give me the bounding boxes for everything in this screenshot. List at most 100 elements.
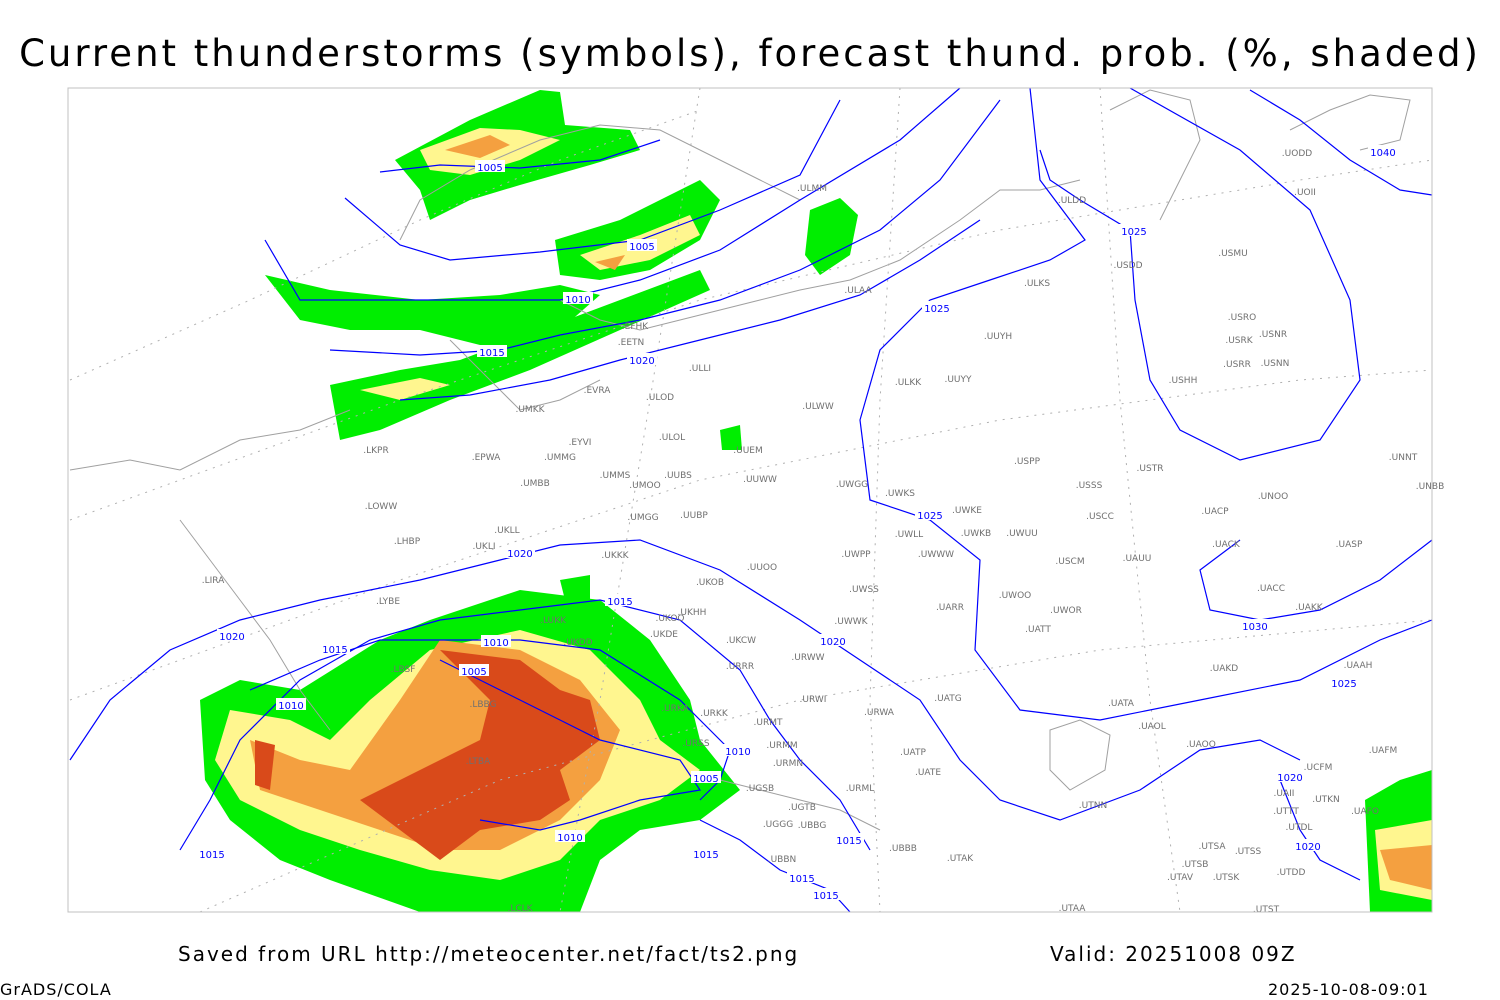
- isobar-label-bg: [1329, 676, 1359, 688]
- station-label: .UWWK: [834, 617, 868, 627]
- station-label: .ULKS: [1024, 279, 1050, 289]
- coastline: [1049, 719, 1111, 791]
- isobar-value: 1010: [725, 747, 750, 758]
- isobar-label-bg: [834, 833, 864, 845]
- station-label: .ULWW: [802, 402, 834, 412]
- coastlines-borders: [69, 89, 1411, 831]
- station-label: .UUOO: [747, 563, 777, 573]
- station-label: .UTSA: [1199, 842, 1227, 852]
- isobar-value: 1025: [1121, 227, 1146, 238]
- isobar-value: 1010: [483, 638, 508, 649]
- isobar-label-bg: [691, 847, 721, 859]
- station-label: .USNR: [1259, 330, 1287, 340]
- station-label: .UTDD: [1277, 868, 1306, 878]
- station-label: .UACK: [1212, 540, 1241, 550]
- probability-area-prob-high: [595, 255, 625, 270]
- station-label: .USRO: [1228, 313, 1257, 323]
- station-label: .UKOO: [655, 614, 684, 624]
- probability-area-prob-mid: [360, 378, 450, 400]
- station-label: .UCFM: [1304, 763, 1333, 773]
- station-label: .UUYY: [944, 375, 972, 385]
- station-label: .UAUU: [1123, 554, 1152, 564]
- station-label: .UTSB: [1182, 860, 1209, 870]
- station-label: .UATP: [900, 748, 926, 758]
- station-label: .URKK: [700, 709, 729, 719]
- grid-line: [69, 369, 1433, 701]
- map-title: Current thunderstorms (symbols), forecas…: [19, 32, 1481, 75]
- probability-area-prob-low: [330, 270, 710, 440]
- isobar-value: 1020: [629, 356, 654, 367]
- probability-area-prob-low: [265, 275, 600, 350]
- isobar-label-bg: [811, 888, 841, 900]
- isobar-value: 1015: [789, 874, 814, 885]
- lat-lon-grid: [69, 87, 1433, 913]
- station-label: .UMOO: [629, 481, 660, 491]
- isobar-value: 1020: [219, 632, 244, 643]
- isobar-label: 1005: [691, 771, 721, 785]
- station-label: .UATG: [934, 694, 961, 704]
- station-label: .USSS: [1076, 481, 1103, 491]
- isobar-line: [179, 599, 871, 851]
- isobar-label-bg: [915, 508, 945, 520]
- station-label: .UAII: [1274, 789, 1295, 799]
- station-labels: .ULMM .ULDD .UODD .UOII .USMU .USDD .ULAA .ULKS…: [202, 149, 1445, 915]
- grid-line: [1099, 87, 1181, 913]
- station-label: .UKDD: [563, 638, 592, 648]
- station-label: .URWI: [800, 695, 827, 705]
- station-label: .USCC: [1086, 512, 1114, 522]
- isobar-label: 1015: [811, 888, 841, 902]
- isobar-value: 1010: [557, 833, 582, 844]
- isobar-label-bg: [723, 744, 753, 756]
- station-label: .USMU: [1218, 249, 1248, 259]
- station-label: .UBBG: [798, 821, 827, 831]
- station-label: .UATT: [1025, 625, 1051, 635]
- probability-area-prob-low: [560, 575, 590, 600]
- station-label: .UATE: [915, 768, 941, 778]
- station-label: .UACC: [1257, 584, 1285, 594]
- station-label: .UTDL: [1286, 823, 1313, 833]
- station-label: .USRR: [1223, 360, 1251, 370]
- isobar-label: 1015: [197, 847, 227, 861]
- isobar-value: 1015: [607, 597, 632, 608]
- isobar-line: [399, 219, 981, 401]
- isobar-value: 1020: [1295, 842, 1320, 853]
- isobar-label-bg: [1368, 145, 1398, 157]
- station-label: .UKOB: [696, 578, 724, 588]
- station-label: .UAFO: [1351, 807, 1379, 817]
- station-label: .URMN: [773, 759, 803, 769]
- station-label: .ULLI: [689, 364, 711, 374]
- station-label: .UBBN: [768, 855, 797, 865]
- isobar-label-bg: [477, 345, 507, 357]
- isobar-label-bg: [787, 871, 817, 883]
- isobar-label-bg: [276, 698, 306, 710]
- isobar-label: 1005: [475, 160, 505, 174]
- isobar-value: 1020: [1277, 773, 1302, 784]
- station-label: .LKPR: [363, 446, 388, 456]
- isobar-value: 1010: [278, 701, 303, 712]
- isobar-label: 1005: [627, 239, 657, 253]
- station-label: .UKHH: [678, 608, 707, 618]
- station-label: .UAOL: [1138, 722, 1166, 732]
- isobar-value: 1040: [1370, 148, 1395, 159]
- station-label: .UAAH: [1344, 661, 1373, 671]
- station-label: .UAKK: [1295, 603, 1324, 613]
- isobar-label: 1025: [922, 301, 952, 315]
- isobar-label: 1025: [1329, 676, 1359, 690]
- grid-line: [869, 87, 901, 913]
- station-label: .UNNT: [1389, 453, 1418, 463]
- station-label: .UACP: [1201, 507, 1229, 517]
- isobar-label: 1030: [1240, 619, 1270, 633]
- isobar-line: [344, 99, 841, 261]
- station-label: .URWW: [791, 653, 824, 663]
- station-label: .LBBG: [469, 700, 496, 710]
- station-label: .UODD: [1282, 149, 1312, 159]
- isobar-line: [379, 139, 661, 173]
- isobar-label: 1020: [1293, 839, 1323, 853]
- station-label: .UWOO: [999, 591, 1032, 601]
- station-label: .UOII: [1294, 188, 1316, 198]
- isobar-label: 1025: [1119, 224, 1149, 238]
- station-label: .LCLK: [507, 904, 533, 914]
- station-label: .UWGG: [836, 480, 868, 490]
- valid-time-text: Valid: 20251008 09Z: [1050, 942, 1297, 966]
